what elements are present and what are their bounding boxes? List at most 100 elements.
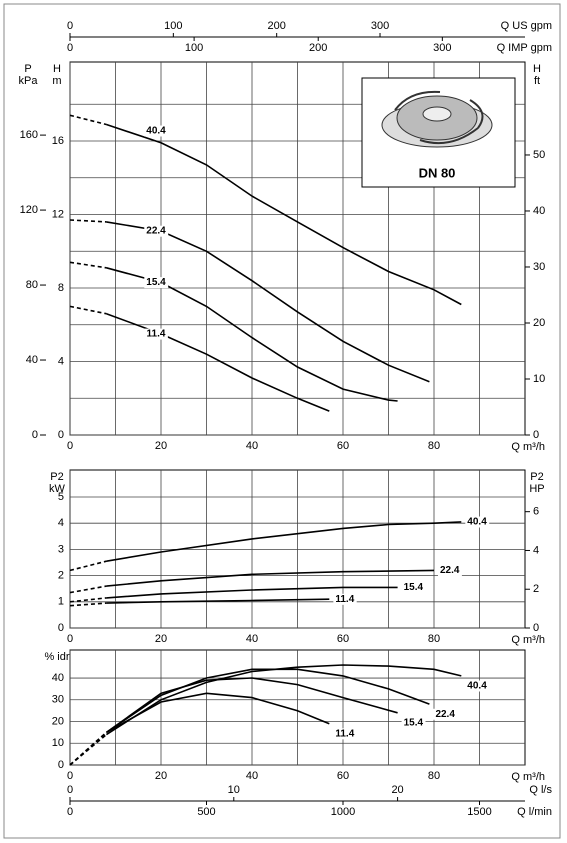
y2-tick-label: 2: [533, 583, 539, 595]
secondary-tick-label: 100: [164, 20, 182, 32]
y-outer-tick-label: 0: [32, 429, 38, 441]
y2-tick-label: 0: [533, 622, 539, 634]
series-line-dashed: [69, 305, 107, 315]
secondary-tick-label: 1000: [331, 806, 355, 818]
y-tick-label: 30: [52, 694, 64, 706]
inset-label: DN 80: [419, 165, 456, 180]
x-tick-label: 40: [246, 770, 258, 782]
y2-tick-label: 40: [533, 205, 545, 217]
y2-tick-label: 50: [533, 149, 545, 161]
x-tick-label: 0: [67, 770, 73, 782]
y-tick-label: 16: [52, 135, 64, 147]
secondary-tick-label: 100: [185, 42, 203, 54]
series-label: 15.4: [146, 277, 166, 288]
secondary-tick-label: 0: [67, 806, 73, 818]
secondary-tick-label: 10: [228, 784, 240, 796]
y-axis-unit: m: [52, 75, 61, 87]
series-label: 22.4: [435, 709, 455, 720]
series-line-dashed: [69, 219, 107, 223]
y-tick-label: 4: [58, 355, 64, 367]
y2-tick-label: 10: [533, 373, 545, 385]
y-tick-label: 10: [52, 737, 64, 749]
secondary-tick-label: 20: [391, 784, 403, 796]
x-tick-label: 0: [67, 440, 73, 452]
series-line-dashed: [69, 114, 107, 126]
series-label: 40.4: [146, 125, 166, 136]
series-label-bg: [144, 277, 169, 289]
x-tick-label: 40: [246, 633, 258, 645]
y-tick-label: 4: [58, 517, 64, 529]
secondary-tick-label: 0: [67, 784, 73, 796]
y-tick-label: 40: [52, 672, 64, 684]
y2-tick-label: 0: [533, 429, 539, 441]
series-line-dashed: [69, 585, 107, 594]
y-tick-label: 1: [58, 596, 64, 608]
y2-tick-label: 6: [533, 506, 539, 518]
y2-tick-label: 30: [533, 261, 545, 273]
series-label-bg: [401, 582, 426, 594]
y2-axis-label: P2: [530, 471, 543, 483]
series-label-bg: [401, 717, 426, 729]
x-tick-label: 80: [428, 770, 440, 782]
series-label-bg: [144, 125, 169, 137]
x-tick-label: 60: [337, 770, 349, 782]
y2-axis-label: H: [533, 63, 541, 75]
x-tick-label: 80: [428, 633, 440, 645]
x-tick-label: 60: [337, 633, 349, 645]
secondary-tick-label: 0: [67, 20, 73, 32]
series-line: [106, 267, 398, 402]
y-axis-label: P2: [50, 471, 63, 483]
x-tick-label: 20: [155, 633, 167, 645]
series-line-dashed: [69, 731, 107, 766]
series-label: 11.4: [335, 594, 354, 605]
x-tick-label: 60: [337, 440, 349, 452]
y-axis-unit: kW: [49, 483, 66, 495]
secondary-tick-label: 300: [433, 42, 451, 54]
x-tick-label: 0: [67, 633, 73, 645]
impeller-vane: [394, 90, 484, 145]
y-outer-tick-label: 160: [20, 129, 38, 141]
series-line: [106, 586, 398, 599]
y-outer-tick-label: 80: [26, 279, 38, 291]
y-tick-label: 8: [58, 282, 64, 294]
series-line: [106, 521, 462, 562]
y-tick-label: 0: [58, 429, 64, 441]
impeller-hub: [422, 106, 452, 122]
series-label: 11.4: [335, 728, 354, 739]
series-label: 15.4: [404, 582, 424, 593]
secondary-tick-label: 500: [197, 806, 215, 818]
y-outer-tick-label: 40: [26, 354, 38, 366]
series-label-bg: [144, 328, 168, 340]
series-label-bg: [433, 708, 458, 720]
series-line: [105, 664, 462, 736]
series-line-dashed: [69, 602, 107, 607]
series-line-dashed: [69, 560, 107, 572]
y-tick-label: 2: [58, 570, 64, 582]
y-outer-label: P: [24, 63, 31, 75]
series-line-dashed: [69, 261, 107, 269]
series-label: 22.4: [440, 565, 460, 576]
secondary-tick-label: 1500: [467, 806, 491, 818]
series-label: 15.4: [404, 717, 424, 728]
panel: 0 20 40 60 80 0 10 20 30 40 Q m³/h % idr Q l/s 0 10 20 Q…: [44, 649, 552, 818]
secondary-tick-label: 0: [67, 42, 73, 54]
y-outer-unit: kPa: [19, 75, 39, 87]
x-axis-label: Q m³/h: [511, 441, 545, 453]
y2-axis-unit: HP: [529, 483, 544, 495]
y-tick-label: 0: [58, 622, 64, 634]
series-line-dashed: [69, 597, 107, 603]
frame: [3, 3, 561, 839]
y-axis-label: H: [53, 63, 61, 75]
x-tick-label: 80: [428, 440, 440, 452]
series-label-bg: [438, 564, 462, 576]
series-label: 22.4: [146, 226, 166, 237]
secondary-tick-label: 300: [371, 20, 389, 32]
secondary-axis-label: Q US gpm: [501, 20, 552, 32]
y-tick-label: 5: [58, 491, 64, 503]
series-label-bg: [465, 680, 490, 692]
secondary-tick-label: 200: [267, 20, 285, 32]
series-line: [106, 598, 330, 604]
series-line: [105, 668, 430, 734]
